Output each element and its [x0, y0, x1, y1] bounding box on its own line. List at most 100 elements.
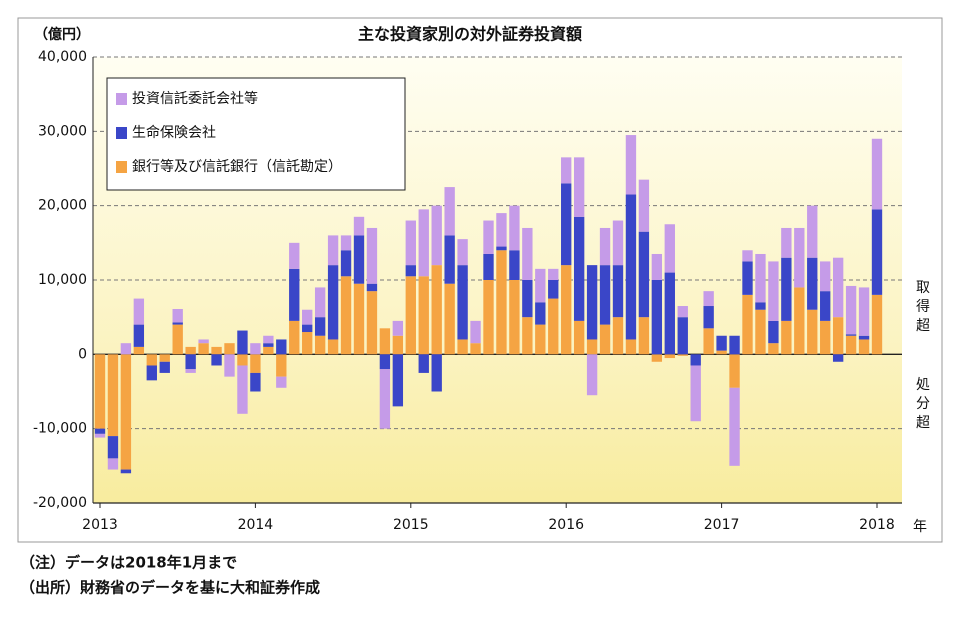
bar-segment	[418, 354, 429, 373]
y-tick-label: -10,000	[33, 421, 87, 437]
bar-segment	[548, 268, 559, 280]
legend-label: 投資信託委託会社等	[132, 90, 258, 107]
bar-segment	[340, 276, 352, 355]
bar-segment	[729, 335, 740, 355]
bar-segment	[832, 354, 844, 362]
bar-segment	[444, 283, 455, 355]
bar-segment	[94, 433, 106, 438]
bar-segment	[820, 261, 831, 292]
bar-segment	[159, 354, 170, 362]
bar-segment	[418, 276, 429, 355]
x-unit: 年	[913, 519, 927, 535]
bar-segment	[522, 227, 533, 280]
bar-segment	[703, 306, 714, 329]
legend-label: 銀行等及び信託銀行（信託勘定）	[132, 158, 342, 175]
bar-segment	[107, 458, 119, 470]
bar-segment	[677, 354, 688, 356]
bar-segment	[586, 354, 598, 396]
bar-segment	[263, 335, 274, 344]
x-tick-label: 2013	[82, 517, 118, 533]
bar-segment	[561, 183, 572, 266]
bar-segment	[807, 205, 818, 258]
bar-segment	[768, 343, 779, 355]
bar-segment	[392, 354, 404, 407]
y-tick-label: 20,000	[38, 198, 87, 214]
y-tick-label: 10,000	[38, 272, 87, 288]
bar-segment	[366, 291, 378, 355]
bar-segment	[418, 209, 429, 277]
bar-segment	[224, 343, 235, 355]
y-tick-label: 40,000	[38, 49, 87, 65]
bar-segment	[638, 317, 650, 355]
bar-segment	[392, 335, 404, 355]
bar-segment	[444, 235, 455, 284]
bar-segment	[509, 250, 520, 280]
bar-segment	[172, 308, 183, 323]
bar-segment	[237, 354, 248, 366]
bar-segment	[794, 287, 805, 355]
bar-segment	[742, 261, 753, 295]
bar-segment	[107, 436, 119, 459]
bar-segment	[871, 294, 883, 355]
bar-segment	[845, 285, 857, 335]
bar-segment	[742, 294, 753, 355]
legend-swatch	[116, 127, 127, 139]
bar-segment	[366, 227, 378, 284]
bar-segment	[353, 216, 365, 236]
bar-segment	[535, 324, 546, 355]
bar-segment	[677, 317, 688, 355]
bar-segment	[276, 354, 287, 377]
bar-segment	[405, 265, 416, 277]
bar-segment	[794, 227, 805, 288]
bar-segment	[625, 194, 637, 340]
bar-segment	[781, 227, 792, 258]
bar-segment	[573, 320, 585, 355]
bar-segment	[457, 265, 468, 340]
bar-segment	[198, 339, 209, 344]
bar-segment	[431, 354, 442, 392]
bar-segment	[224, 354, 235, 377]
bar-segment	[289, 268, 300, 321]
bar-segment	[651, 280, 663, 355]
legend-swatch	[116, 161, 127, 173]
bar-segment	[431, 205, 442, 266]
bar-segment	[302, 309, 313, 325]
bar-segment	[340, 250, 352, 277]
bar-segment	[457, 239, 468, 266]
bar-segment	[599, 227, 611, 266]
bar-segment	[716, 350, 727, 355]
bar-segment	[302, 324, 313, 333]
bar-segment	[289, 320, 300, 355]
bar-segment	[781, 257, 792, 321]
bar-segment	[457, 339, 468, 355]
bar-segment	[871, 138, 883, 210]
bar-segment	[845, 334, 857, 336]
bar-segment	[755, 302, 766, 310]
bar-segment	[729, 354, 740, 388]
side-label: 処分超	[916, 377, 930, 431]
bar-segment	[664, 272, 675, 355]
x-tick-label: 2018	[859, 517, 895, 533]
bar-segment	[742, 250, 753, 262]
side-label-char: 分	[916, 396, 930, 412]
bar-segment	[768, 261, 779, 321]
note: （注）データは2018年1月まで	[20, 554, 237, 572]
bar-segment	[573, 216, 585, 321]
side-label-char: 得	[916, 298, 930, 315]
legend-label: 生命保険会社	[132, 124, 216, 141]
bar-segment	[340, 235, 352, 251]
bar-segment	[237, 330, 248, 355]
y-tick-label: -20,000	[33, 495, 87, 511]
bar-segment	[133, 298, 145, 325]
side-label-char: 処	[916, 377, 930, 393]
bar-segment	[729, 387, 740, 466]
bar-segment	[379, 354, 391, 370]
bar-segment	[353, 235, 365, 284]
bar-segment	[185, 354, 196, 370]
bar-segment	[599, 265, 611, 325]
legend-box	[106, 77, 406, 191]
bar-segment	[755, 253, 766, 303]
bar-segment	[146, 354, 157, 366]
bar-segment	[832, 317, 844, 355]
